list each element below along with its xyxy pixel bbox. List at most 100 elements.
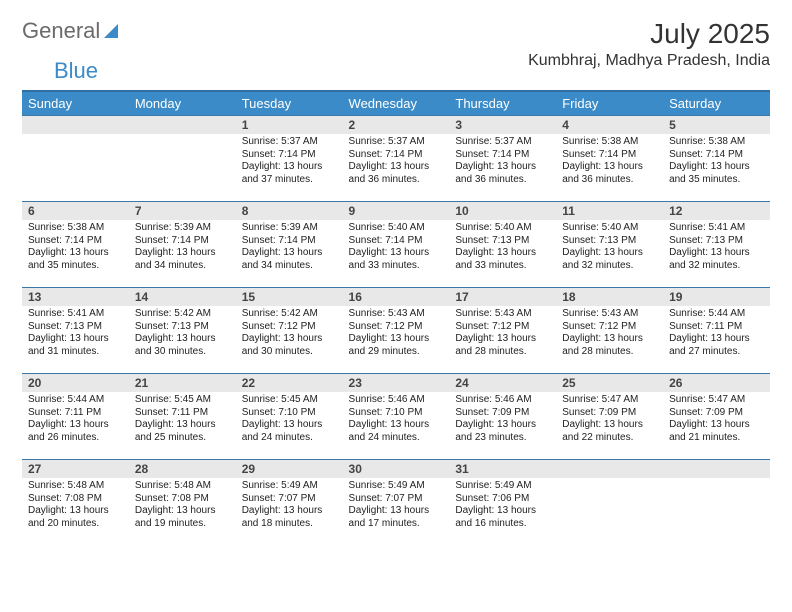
daylight-line: Daylight: 13 hours and 31 minutes. (28, 333, 123, 358)
month-title: July 2025 (528, 18, 770, 50)
day-number: 6 (22, 202, 129, 220)
sunrise-line: Sunrise: 5:41 AM (28, 308, 123, 321)
day-header: Monday (129, 91, 236, 116)
day-details: Sunrise: 5:37 AMSunset: 7:14 PMDaylight:… (449, 134, 556, 190)
day-number: 23 (343, 374, 450, 392)
sunrise-line: Sunrise: 5:39 AM (242, 222, 337, 235)
day-details: Sunrise: 5:46 AMSunset: 7:09 PMDaylight:… (449, 392, 556, 448)
daylight-line: Daylight: 13 hours and 27 minutes. (669, 333, 764, 358)
day-header: Saturday (663, 91, 770, 116)
sunset-line: Sunset: 7:14 PM (562, 149, 657, 162)
day-number: 26 (663, 374, 770, 392)
day-number: 14 (129, 288, 236, 306)
day-number: 27 (22, 460, 129, 478)
calendar-week: 13Sunrise: 5:41 AMSunset: 7:13 PMDayligh… (22, 288, 770, 374)
day-number: 18 (556, 288, 663, 306)
calendar-cell: 24Sunrise: 5:46 AMSunset: 7:09 PMDayligh… (449, 374, 556, 460)
calendar-week: 6Sunrise: 5:38 AMSunset: 7:14 PMDaylight… (22, 202, 770, 288)
day-details: Sunrise: 5:40 AMSunset: 7:14 PMDaylight:… (343, 220, 450, 276)
day-details: Sunrise: 5:49 AMSunset: 7:06 PMDaylight:… (449, 478, 556, 534)
sunset-line: Sunset: 7:14 PM (669, 149, 764, 162)
sunrise-line: Sunrise: 5:46 AM (349, 394, 444, 407)
day-number: 2 (343, 116, 450, 134)
day-header: Thursday (449, 91, 556, 116)
calendar-cell: 21Sunrise: 5:45 AMSunset: 7:11 PMDayligh… (129, 374, 236, 460)
sunrise-line: Sunrise: 5:37 AM (349, 136, 444, 149)
daylight-line: Daylight: 13 hours and 30 minutes. (242, 333, 337, 358)
sunrise-line: Sunrise: 5:48 AM (135, 480, 230, 493)
daylight-line: Daylight: 13 hours and 19 minutes. (135, 505, 230, 530)
day-header: Tuesday (236, 91, 343, 116)
daylight-line: Daylight: 13 hours and 32 minutes. (669, 247, 764, 272)
sunrise-line: Sunrise: 5:40 AM (562, 222, 657, 235)
calendar-cell: 4Sunrise: 5:38 AMSunset: 7:14 PMDaylight… (556, 116, 663, 202)
daylight-line: Daylight: 13 hours and 25 minutes. (135, 419, 230, 444)
day-details: Sunrise: 5:49 AMSunset: 7:07 PMDaylight:… (236, 478, 343, 534)
calendar-cell: 13Sunrise: 5:41 AMSunset: 7:13 PMDayligh… (22, 288, 129, 374)
daylight-line: Daylight: 13 hours and 36 minutes. (349, 161, 444, 186)
calendar-cell: 25Sunrise: 5:47 AMSunset: 7:09 PMDayligh… (556, 374, 663, 460)
sunset-line: Sunset: 7:08 PM (135, 493, 230, 506)
day-number: 10 (449, 202, 556, 220)
sunrise-line: Sunrise: 5:47 AM (669, 394, 764, 407)
calendar-cell: 8Sunrise: 5:39 AMSunset: 7:14 PMDaylight… (236, 202, 343, 288)
daylight-line: Daylight: 13 hours and 29 minutes. (349, 333, 444, 358)
daylight-line: Daylight: 13 hours and 35 minutes. (28, 247, 123, 272)
sunset-line: Sunset: 7:09 PM (455, 407, 550, 420)
calendar-table: SundayMondayTuesdayWednesdayThursdayFrid… (22, 90, 770, 546)
calendar-week: 27Sunrise: 5:48 AMSunset: 7:08 PMDayligh… (22, 460, 770, 546)
day-number: 12 (663, 202, 770, 220)
calendar-cell: 29Sunrise: 5:49 AMSunset: 7:07 PMDayligh… (236, 460, 343, 546)
title-block: July 2025 Kumbhraj, Madhya Pradesh, Indi… (528, 18, 770, 70)
daylight-line: Daylight: 13 hours and 33 minutes. (349, 247, 444, 272)
day-details: Sunrise: 5:39 AMSunset: 7:14 PMDaylight:… (236, 220, 343, 276)
calendar-body: ..1Sunrise: 5:37 AMSunset: 7:14 PMDaylig… (22, 116, 770, 546)
day-number: 28 (129, 460, 236, 478)
sunset-line: Sunset: 7:13 PM (135, 321, 230, 334)
calendar-cell: 12Sunrise: 5:41 AMSunset: 7:13 PMDayligh… (663, 202, 770, 288)
day-details: Sunrise: 5:45 AMSunset: 7:11 PMDaylight:… (129, 392, 236, 448)
sunset-line: Sunset: 7:14 PM (349, 235, 444, 248)
calendar-cell: 30Sunrise: 5:49 AMSunset: 7:07 PMDayligh… (343, 460, 450, 546)
calendar-cell: . (22, 116, 129, 202)
daylight-line: Daylight: 13 hours and 26 minutes. (28, 419, 123, 444)
daylight-line: Daylight: 13 hours and 24 minutes. (242, 419, 337, 444)
day-details: Sunrise: 5:43 AMSunset: 7:12 PMDaylight:… (449, 306, 556, 362)
calendar-cell: 6 Sunrise: 5:38 AMSunset: 7:14 PMDaylight… (22, 202, 129, 288)
calendar-cell: . (129, 116, 236, 202)
calendar-cell: 2Sunrise: 5:37 AMSunset: 7:14 PMDaylight… (343, 116, 450, 202)
day-details: Sunrise: 5:44 AMSunset: 7:11 PMDaylight:… (22, 392, 129, 448)
sunrise-line: Sunrise: 5:37 AM (242, 136, 337, 149)
daylight-line: Daylight: 13 hours and 21 minutes. (669, 419, 764, 444)
sunset-line: Sunset: 7:09 PM (562, 407, 657, 420)
sunrise-line: Sunrise: 5:38 AM (562, 136, 657, 149)
daylight-line: Daylight: 13 hours and 32 minutes. (562, 247, 657, 272)
sunrise-line: Sunrise: 5:44 AM (28, 394, 123, 407)
sunset-line: Sunset: 7:11 PM (669, 321, 764, 334)
sunrise-line: Sunrise: 5:49 AM (455, 480, 550, 493)
sunset-line: Sunset: 7:07 PM (242, 493, 337, 506)
day-number: 29 (236, 460, 343, 478)
daylight-line: Daylight: 13 hours and 18 minutes. (242, 505, 337, 530)
daylight-line: Daylight: 13 hours and 20 minutes. (28, 505, 123, 530)
day-details: Sunrise: 5:41 AMSunset: 7:13 PMDaylight:… (663, 220, 770, 276)
sunrise-line: Sunrise: 5:45 AM (135, 394, 230, 407)
sunset-line: Sunset: 7:14 PM (135, 235, 230, 248)
sail-icon (104, 24, 118, 38)
daylight-line: Daylight: 13 hours and 28 minutes. (455, 333, 550, 358)
sunrise-line: Sunrise: 5:38 AM (28, 222, 123, 235)
day-number: 19 (663, 288, 770, 306)
brand-logo: General (22, 18, 120, 44)
sunset-line: Sunset: 7:07 PM (349, 493, 444, 506)
day-details: Sunrise: 5:42 AMSunset: 7:12 PMDaylight:… (236, 306, 343, 362)
sunrise-line: Sunrise: 5:43 AM (455, 308, 550, 321)
sunset-line: Sunset: 7:14 PM (28, 235, 123, 248)
day-details: Sunrise: 5:37 AMSunset: 7:14 PMDaylight:… (343, 134, 450, 190)
sunrise-line: Sunrise: 5:40 AM (455, 222, 550, 235)
sunrise-line: Sunrise: 5:42 AM (135, 308, 230, 321)
day-number: 17 (449, 288, 556, 306)
sunrise-line: Sunrise: 5:41 AM (669, 222, 764, 235)
day-number: 3 (449, 116, 556, 134)
calendar-cell: 19Sunrise: 5:44 AMSunset: 7:11 PMDayligh… (663, 288, 770, 374)
day-number: 24 (449, 374, 556, 392)
